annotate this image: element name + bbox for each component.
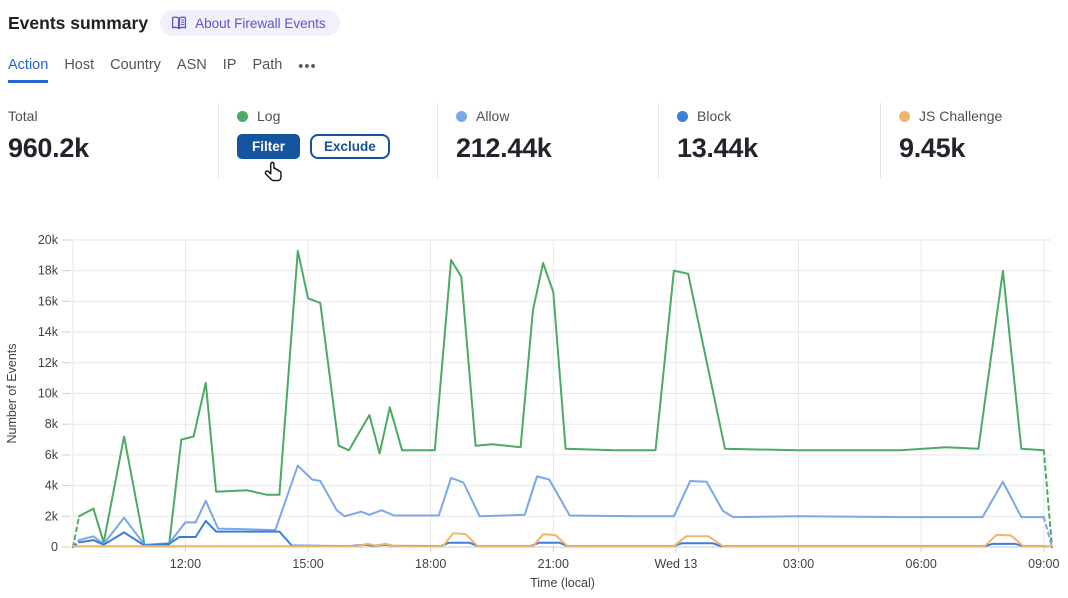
stat-allow[interactable]: Allow 212.44k bbox=[437, 103, 658, 178]
tab-action[interactable]: Action bbox=[8, 57, 49, 83]
series-log-dashed-tail bbox=[1042, 449, 1053, 548]
series-log-dashed-lead bbox=[72, 515, 81, 548]
stat-total-label: Total bbox=[8, 108, 38, 124]
stat-js-challenge[interactable]: JS Challenge 9.45k bbox=[880, 103, 1062, 178]
y-tick-label: 8k bbox=[45, 417, 59, 431]
x-tick-label: 03:00 bbox=[783, 557, 814, 571]
y-tick-label: 16k bbox=[38, 294, 59, 308]
stat-total: Total 960.2k bbox=[8, 103, 218, 178]
book-icon bbox=[172, 16, 187, 29]
more-tabs-icon[interactable]: ••• bbox=[298, 59, 317, 75]
events-chart-svg: 0 2k 4k 6k 8k 10k 12k 14k 16k 18k 20k 12:00 15:00 18:… bbox=[5, 233, 1060, 590]
stat-block-value: 13.44k bbox=[677, 133, 758, 163]
series-js-challenge-line bbox=[72, 532, 1053, 548]
series-block-line bbox=[78, 519, 1045, 548]
y-tick-label: 2k bbox=[45, 509, 59, 523]
header: Events summary About Firewall Events bbox=[8, 10, 340, 36]
log-series-dot bbox=[237, 110, 248, 122]
y-tick-label: 10k bbox=[38, 387, 59, 401]
tab-country[interactable]: Country bbox=[110, 57, 161, 73]
x-tick-label: 12:00 bbox=[170, 557, 201, 571]
stat-js-challenge-value: 9.45k bbox=[899, 133, 966, 163]
stat-total-value: 960.2k bbox=[8, 133, 89, 163]
badge-label: About Firewall Events bbox=[195, 15, 326, 31]
stat-block[interactable]: Block 13.44k bbox=[658, 103, 880, 178]
stat-block-label: Block bbox=[697, 108, 732, 124]
page-title: Events summary bbox=[8, 12, 149, 33]
x-tick-label: 21:00 bbox=[538, 557, 569, 571]
series-allow-dashed-tail bbox=[1042, 516, 1053, 548]
events-chart[interactable]: 0 2k 4k 6k 8k 10k 12k 14k 16k 18k 20k 12:00 15:00 18:… bbox=[0, 225, 1068, 598]
x-tick-label: 15:00 bbox=[292, 557, 323, 571]
stat-allow-label: Allow bbox=[476, 108, 510, 124]
x-axis-title: Time (local) bbox=[530, 576, 595, 590]
stats-row: Total 960.2k Log Filter Exclude Allow 21… bbox=[8, 103, 1062, 178]
x-tick-label: 06:00 bbox=[906, 557, 937, 571]
block-series-dot bbox=[677, 110, 688, 122]
stat-js-challenge-label: JS Challenge bbox=[919, 108, 1003, 124]
filter-button[interactable]: Filter bbox=[237, 134, 301, 159]
tab-path[interactable]: Path bbox=[252, 57, 283, 73]
tab-asn[interactable]: ASN bbox=[176, 57, 207, 73]
tab-bar: Action Host Country ASN IP Path ••• bbox=[8, 57, 317, 83]
y-tick-label: 12k bbox=[38, 356, 59, 370]
x-tick-label: 09:00 bbox=[1028, 557, 1059, 571]
y-axis-title: Number of Events bbox=[5, 343, 19, 443]
y-tick-label: 14k bbox=[38, 325, 59, 339]
exclude-button[interactable]: Exclude bbox=[310, 134, 390, 159]
y-tick-label: 6k bbox=[45, 448, 59, 462]
y-tick-label: 0 bbox=[51, 540, 58, 554]
x-tick-label: 18:00 bbox=[415, 557, 446, 571]
about-firewall-events-badge[interactable]: About Firewall Events bbox=[160, 10, 340, 36]
x-tick-label: Wed 13 bbox=[655, 557, 698, 571]
y-tick-label: 18k bbox=[38, 264, 59, 278]
stat-log-label: Log bbox=[257, 108, 281, 124]
tab-ip[interactable]: IP bbox=[222, 57, 237, 73]
series-log-line bbox=[78, 249, 1045, 546]
series-allow-line bbox=[78, 464, 1045, 546]
tab-host[interactable]: Host bbox=[64, 57, 95, 73]
stat-allow-value: 212.44k bbox=[456, 133, 552, 163]
stat-log[interactable]: Log Filter Exclude bbox=[218, 103, 437, 178]
y-tick-label: 4k bbox=[45, 479, 59, 493]
allow-series-dot bbox=[456, 110, 467, 122]
y-tick-label: 20k bbox=[38, 233, 59, 247]
js-challenge-series-dot bbox=[899, 110, 910, 122]
